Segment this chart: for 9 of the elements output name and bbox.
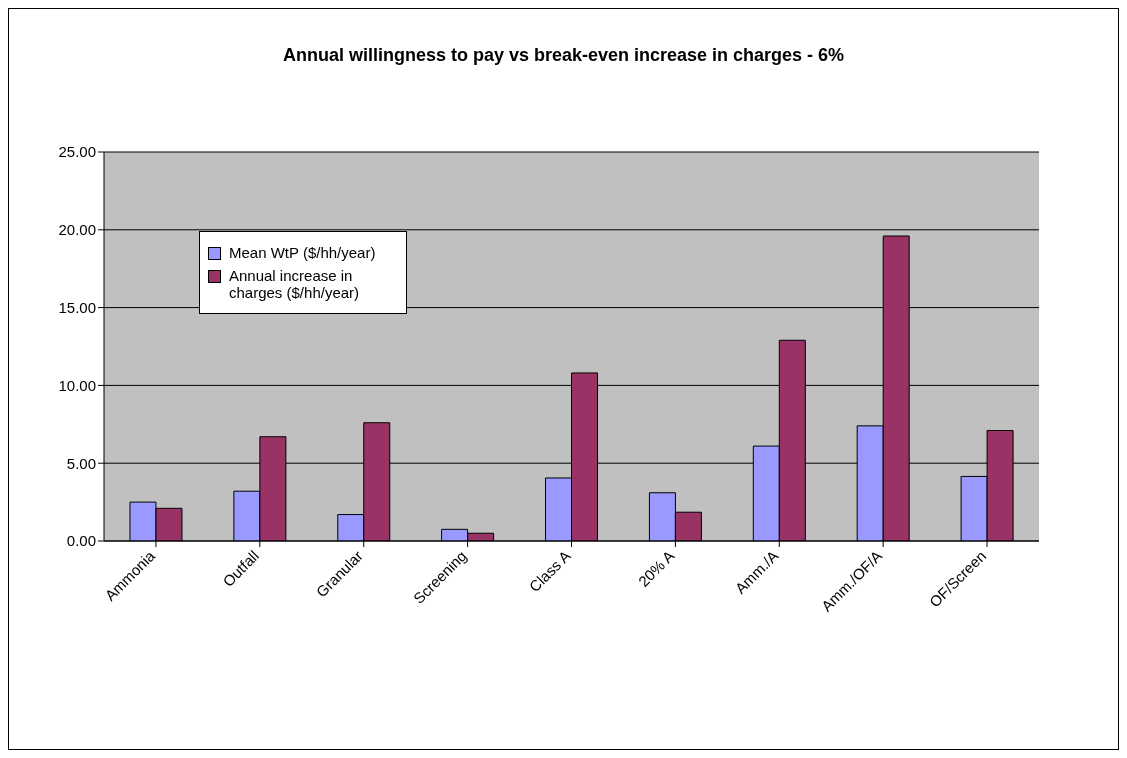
y-tick-label: 10.00 [58,376,96,394]
legend-label: Mean WtP ($/hh/year) [229,244,376,261]
legend-label: Annual increase in charges ($/hh/year) [229,267,361,301]
y-tick-label: 0.00 [66,532,96,550]
chart-title: Annual willingness to pay vs break-even increase in charges - 6% [281,45,846,66]
y-tick-label: 20.00 [58,221,96,239]
y-tick-label: 15.00 [58,298,96,316]
y-tick-label: 5.00 [66,454,96,472]
y-tick-label: 25.00 [58,143,96,161]
